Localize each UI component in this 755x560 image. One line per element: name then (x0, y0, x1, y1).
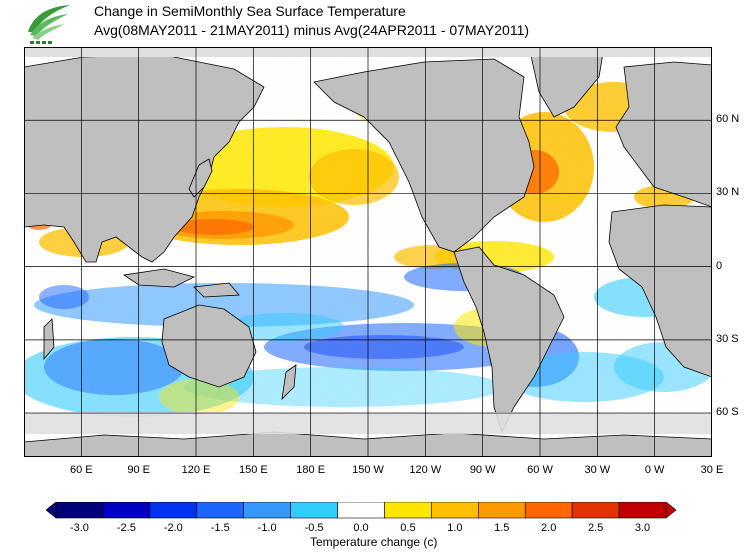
asia-landmass (24, 54, 265, 263)
colorbar-tick-label: 1.0 (447, 522, 463, 534)
australia-landmass (161, 304, 257, 388)
africa-landmass (608, 204, 712, 378)
maritime-asia (122, 268, 196, 288)
colorbar-arrow-low (46, 502, 57, 519)
colorbar-arrow-high (665, 502, 676, 519)
latitude-label: 60 N (716, 113, 740, 126)
colorbar-tick-label: 0.0 (353, 522, 369, 534)
colorbar-swatch (337, 502, 385, 519)
colorbar-swatch (524, 502, 573, 519)
longitude-label: 30 W (584, 464, 611, 476)
colorbar-tick-label: -0.5 (304, 522, 324, 534)
longitude-label: 60 E (70, 464, 93, 476)
longitude-label: 30 E (700, 464, 724, 476)
north-america-landmass (313, 58, 535, 253)
leaf-logo-icon (28, 5, 70, 44)
colorbar-tick-label: 3.0 (634, 522, 651, 534)
colorbar-tick-label: 0.5 (400, 522, 416, 534)
colorbar-swatch (431, 502, 479, 519)
longitude-label: 60 W (527, 464, 553, 476)
colorbar-tick-label: -2.5 (116, 522, 136, 534)
colorbar-tick-label: 2.5 (587, 522, 604, 534)
longitude-label: 120 W (409, 464, 442, 476)
longitude-label: 120 E (181, 464, 211, 476)
map-frame (24, 47, 712, 457)
map-canvas (24, 47, 712, 457)
colorbar-label: Temperature change (c) (310, 535, 438, 549)
land-masses (24, 47, 712, 457)
colorbar-swatch (102, 502, 151, 519)
south-america-landmass (453, 246, 565, 434)
greenland (528, 47, 605, 118)
colorbar-swatch (55, 502, 104, 519)
colorbar-tick-label: -3.0 (69, 522, 89, 534)
longitude-label: 150 W (352, 464, 384, 476)
chart-title-line-2: Avg(08MAY2011 - 21MAY2011) minus Avg(24A… (94, 22, 530, 38)
colorbar-tick-label: -1.0 (257, 522, 277, 534)
chart-title-line-1: Change in SemiMonthly Sea Surface Temper… (94, 3, 406, 19)
colorbar-swatch (243, 502, 291, 519)
colorbar-swatch (196, 502, 244, 519)
colorbar-swatch (290, 502, 338, 519)
latitude-label: 60 S (716, 406, 739, 419)
colorbar-swatch (384, 502, 432, 519)
sst-change-map (24, 47, 712, 457)
longitude-label: 180 E (296, 464, 326, 476)
new-guinea (193, 282, 240, 298)
latitude-label: 30 S (716, 332, 739, 345)
colorbar-tick-label: -1.5 (210, 522, 230, 534)
temperature-colorbar (46, 502, 676, 519)
colorbar-tick-label: 2.0 (541, 522, 557, 534)
colorbar-swatch (478, 502, 526, 519)
colorbar-swatch (149, 502, 198, 519)
colorbar-tick-label: -2.0 (163, 522, 183, 534)
longitude-label: 90 E (127, 464, 150, 476)
colorbar-swatch (571, 502, 620, 519)
longitude-label: 150 E (238, 464, 268, 476)
latitude-label: 0 (716, 259, 723, 272)
japan-island (188, 158, 213, 198)
new-zealand (281, 364, 297, 401)
colorbar-tick-label: 1.5 (494, 522, 510, 534)
longitude-label: 0 W (644, 464, 665, 476)
colorbar-swatch (618, 502, 667, 519)
longitude-label: 90 W (469, 464, 496, 476)
lat-lon-grid (24, 47, 712, 457)
latitude-label: 30 N (716, 186, 740, 199)
madagascar (43, 318, 55, 361)
